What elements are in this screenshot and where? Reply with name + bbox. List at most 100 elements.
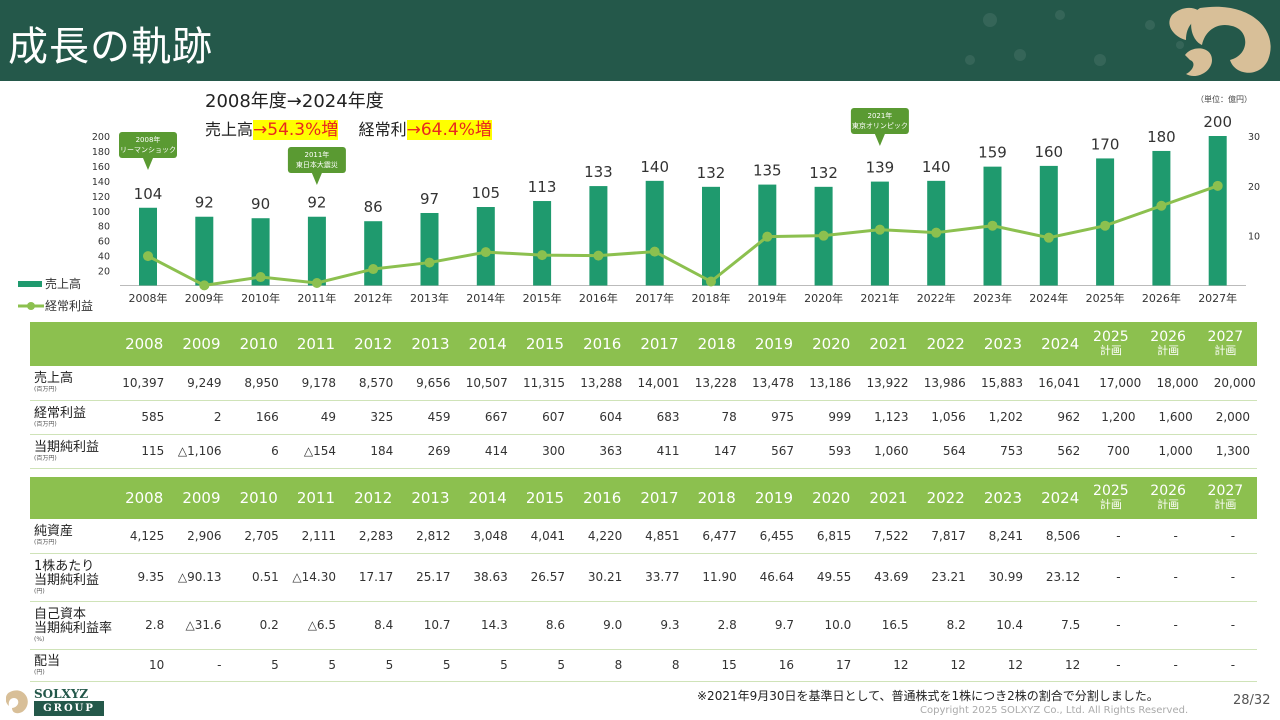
- x-tick-label: 2018年: [692, 291, 731, 305]
- y-tick-left: 60: [98, 237, 110, 248]
- table-cell: 564: [913, 434, 971, 469]
- growth-summary: 売上高→54.3%増 経常利→64.4%増: [205, 115, 492, 140]
- bar-data-label: 113: [528, 178, 557, 196]
- table-cell: -: [1142, 649, 1200, 682]
- row-label: 1株あたり 当期純利益 (円): [30, 553, 112, 602]
- event-callout-text: 東京オリンピック: [852, 121, 908, 130]
- table-cell: 999: [799, 400, 857, 435]
- event-callout-text: 2021年: [867, 111, 892, 120]
- year-header: 2020: [799, 322, 857, 366]
- table-cell: 414: [455, 434, 513, 469]
- table-cell: 12: [913, 649, 971, 682]
- table-cell: 6,815: [799, 519, 857, 554]
- table-cell: 562: [1028, 434, 1086, 469]
- bar-sales: [364, 221, 383, 286]
- table-cell: 1,000: [1142, 434, 1200, 469]
- table-cell: 4,851: [627, 519, 685, 554]
- table-cell: 1,202: [970, 400, 1028, 435]
- row-label: 経常利益 (百万円): [30, 400, 112, 435]
- table-cell: 607: [512, 400, 570, 435]
- x-tick-label: 2011年: [297, 291, 336, 305]
- legend-sales-label: 売上高: [45, 277, 82, 291]
- table-cell: 15,883: [970, 366, 1028, 401]
- point-profit: [1043, 232, 1054, 243]
- bar-data-label: 92: [195, 194, 214, 212]
- table-cell: 593: [799, 434, 857, 469]
- table-cell: 10.0: [799, 601, 857, 650]
- row-label: 配当 (円): [30, 649, 112, 682]
- table-cell: 9,178: [283, 366, 341, 401]
- y-tick-left: 100: [92, 207, 110, 218]
- table-cell: △31.6: [169, 601, 227, 650]
- x-tick-label: 2024年: [1029, 291, 1068, 305]
- table-cell: 2,000: [1199, 400, 1257, 435]
- point-profit: [537, 250, 548, 261]
- point-profit: [874, 224, 885, 235]
- table-cell: -: [1142, 601, 1200, 650]
- table-cell: 683: [627, 400, 685, 435]
- legend-profit: 経常利益: [18, 297, 93, 314]
- point-profit: [762, 231, 773, 242]
- plan-note: 計画: [1157, 498, 1180, 511]
- table-cell: 16,041: [1028, 366, 1086, 401]
- y-tick-right: 10: [1248, 232, 1260, 243]
- table-cell: 10,507: [455, 366, 513, 401]
- plan-note: 計画: [1214, 498, 1237, 511]
- row-unit: (%): [34, 635, 45, 643]
- year-header: 2026 計画: [1142, 477, 1200, 519]
- bar-data-label: 140: [640, 158, 669, 176]
- table-cell: 49: [283, 400, 341, 435]
- table-cell: 5: [283, 649, 341, 682]
- table-row: 配当 (円) 10-5 5 5 5 5 5 8 8 15 16 17 12 12 12 12- - -: [30, 649, 1257, 682]
- bar-sales: [645, 180, 664, 286]
- table-cell: -: [1199, 519, 1257, 554]
- table-cell: -: [1142, 519, 1200, 554]
- bar-data-label: 92: [307, 194, 326, 212]
- x-tick-label: 2010年: [241, 291, 280, 305]
- event-callout-text: 東日本大震災: [296, 160, 338, 169]
- sales-growth-value: →54.3%増: [253, 120, 339, 140]
- event-callout-box: [119, 132, 177, 158]
- table-cell: 8,950: [226, 366, 284, 401]
- year-header-label: 2026: [1150, 483, 1186, 499]
- table-cell: 9.7: [741, 601, 799, 650]
- year-header: 2015: [512, 322, 570, 366]
- table-cell: 43.69: [856, 553, 914, 602]
- table-cell: △14.30: [283, 553, 341, 602]
- year-header: 2013: [398, 477, 456, 519]
- table-cell: 7,817: [913, 519, 971, 554]
- row-unit: (百万円): [34, 539, 57, 547]
- sales-profit-chart: 20 40 60 80 100 120 140 160 180 200 10 20 30 104 92 90 9…: [92, 108, 1260, 305]
- table-cell: 20,000: [1199, 366, 1257, 401]
- table-cell: 78: [684, 400, 742, 435]
- row-label: 自己資本 当期純利益率 (%): [30, 601, 112, 650]
- bar-data-label: 170: [1091, 135, 1120, 153]
- y-tick-left: 180: [92, 147, 110, 158]
- x-tick-label: 2026年: [1142, 291, 1181, 305]
- year-header: 2021: [856, 477, 914, 519]
- legend-sales: 売上高: [18, 275, 81, 292]
- year-header: 2011: [283, 477, 341, 519]
- year-header: 2008: [112, 322, 170, 366]
- table-cell: -: [1142, 553, 1200, 602]
- table-row: 経常利益 (百万円) 585 2 166 49 325 459 667 607 604 683 78 97…: [30, 400, 1257, 435]
- bar-sales: [702, 186, 720, 286]
- year-header: 2014: [455, 322, 513, 366]
- table-cell: 4,041: [512, 519, 570, 554]
- table-cell: 8,241: [970, 519, 1028, 554]
- row-label: 当期純利益 (百万円): [30, 434, 112, 469]
- x-tick-label: 2012年: [354, 291, 393, 305]
- table-cell: -: [1199, 649, 1257, 682]
- y-tick-left: 80: [98, 222, 110, 233]
- page-number: 28/32: [1233, 693, 1271, 708]
- year-header: 2020: [799, 477, 857, 519]
- year-header: 2017: [627, 477, 685, 519]
- point-profit: [931, 227, 942, 238]
- table-cell: 9,249: [169, 366, 227, 401]
- bar-sales: [589, 186, 608, 286]
- point-profit: [424, 257, 435, 268]
- table-cell: 184: [341, 434, 399, 469]
- table-cell: 115: [112, 434, 170, 469]
- table-row: 自己資本 当期純利益率 (%) 2.8 △31.6 0.2 △6.5 8.4 10.7 14.3 8…: [30, 601, 1257, 650]
- table-cell: -: [1085, 553, 1143, 602]
